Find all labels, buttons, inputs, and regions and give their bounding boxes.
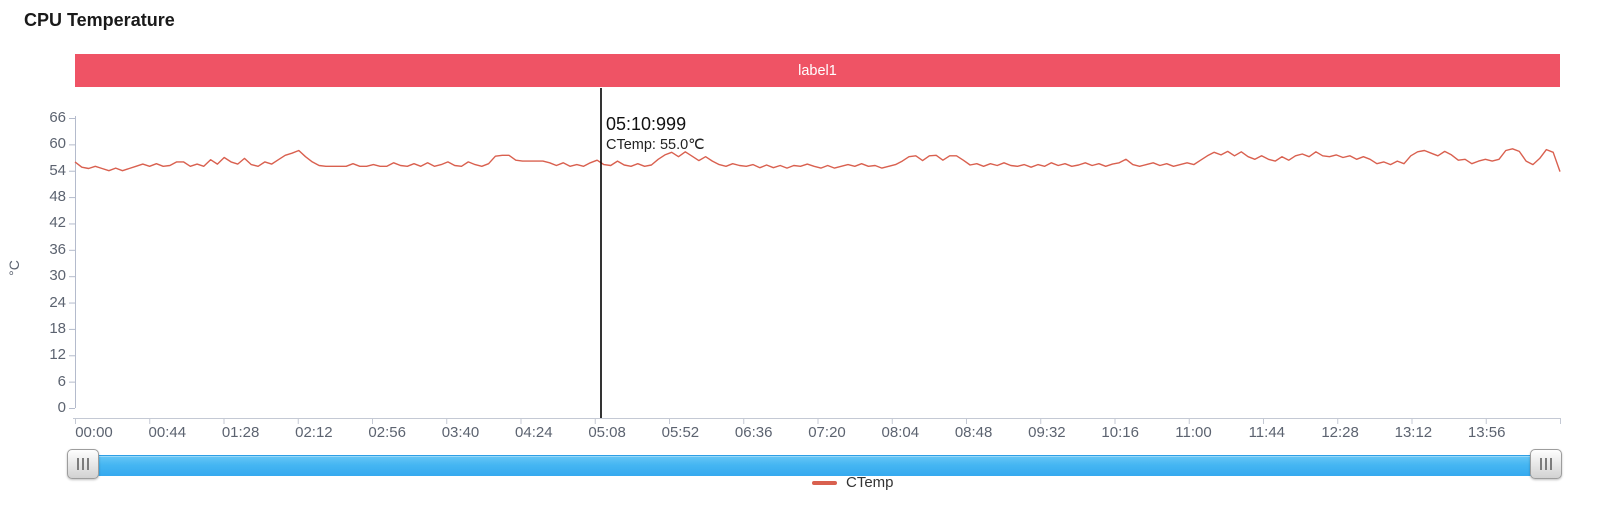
grip-icon (1545, 458, 1547, 470)
datazoom-slider-track[interactable] (70, 455, 1560, 476)
y-axis-tick-label: 36 (49, 240, 66, 258)
x-axis-tick-label: 04:24 (515, 424, 553, 441)
x-axis-tick-label: 10:16 (1101, 424, 1139, 441)
x-axis-tick-label: 01:28 (221, 424, 260, 441)
x-axis-tick-label: 02:12 (295, 424, 333, 441)
x-axis-tick-label: 08:48 (954, 424, 993, 441)
grip-icon (87, 458, 89, 470)
x-axis-tick-label: 03:40 (441, 424, 480, 441)
line-series-marker-icon (812, 480, 837, 485)
x-axis-tick-label: 00:44 (148, 424, 187, 441)
y-axis-tick-label: 12 (49, 346, 66, 364)
mark-band: label1 (75, 54, 1560, 87)
page-title: CPU Temperature (24, 10, 175, 30)
mark-band-label: label1 (798, 62, 837, 79)
x-axis-tick-label: 11:00 (1175, 424, 1212, 441)
y-axis-tick-label: 6 (57, 372, 66, 390)
y-axis-tick-label: 0 (57, 399, 66, 416)
x-axis-tick-label: 07:20 (808, 424, 846, 441)
y-axis-tick-label: 48 (49, 188, 66, 206)
y-axis-tick-label: 24 (49, 293, 66, 311)
x-axis-tick-label: 08:04 (881, 424, 920, 441)
x-axis-tick-label: 00:00 (75, 424, 113, 441)
x-axis-tick-label: 05:08 (588, 424, 626, 441)
y-axis-tick-label: 30 (49, 267, 66, 285)
grip-icon (1540, 458, 1542, 470)
x-axis-tick-label: 11:44 (1248, 424, 1286, 441)
datazoom-left-handle[interactable] (67, 449, 99, 479)
y-axis-tick-label: 66 (49, 109, 66, 126)
x-axis-tick-label: 13:56 (1467, 424, 1506, 441)
y-axis-tick-label: 54 (49, 161, 66, 179)
x-axis-tick-label: 05:52 (661, 424, 700, 441)
x-axis-tick-label: 02:56 (368, 424, 406, 441)
y-axis-tick-label: 18 (49, 319, 66, 337)
datazoom-right-handle[interactable] (1530, 449, 1562, 479)
x-axis-tick-label: 09:32 (1028, 424, 1066, 441)
y-axis-tick-label: 60 (49, 135, 66, 153)
y-axis-tick-label: 42 (49, 214, 66, 232)
legend-label: CTemp (846, 474, 894, 491)
legend-item-ctemp[interactable]: CTemp (812, 474, 894, 491)
grip-icon (82, 458, 84, 470)
x-axis-tick-label: 12:28 (1321, 424, 1359, 441)
x-axis-tick-label: 06:36 (734, 424, 773, 441)
y-axis-title: °C (5, 260, 22, 276)
grip-icon (77, 458, 79, 470)
grip-icon (1550, 458, 1552, 470)
x-axis-tick-label: 13:12 (1394, 424, 1433, 441)
